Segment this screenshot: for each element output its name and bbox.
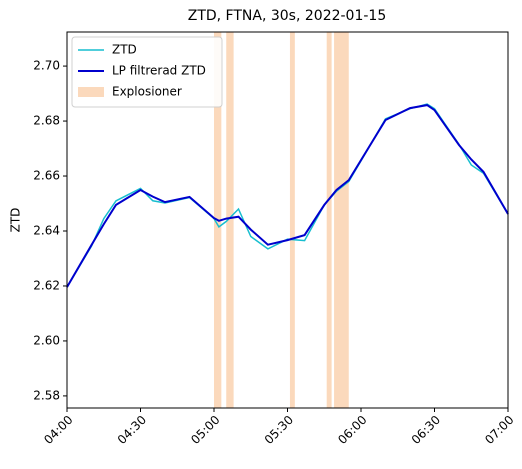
x-tick-label: 06:30 [409,413,443,447]
x-tick-label: 06:00 [335,413,369,447]
x-tick-label: 05:30 [262,413,296,447]
y-tick-label: 2.58 [33,388,60,402]
chart-title: ZTD, FTNA, 30s, 2022-01-15 [188,8,387,24]
legend-label: LP filtrerad ZTD [112,64,206,78]
series-line [66,104,509,288]
y-axis-label: ZTD [9,208,23,233]
x-tick-label: 05:00 [188,413,222,447]
x-tick-label: 04:30 [115,413,149,447]
y-tick-label: 2.66 [33,169,60,183]
x-tick-label: 07:00 [482,413,516,447]
legend-label: ZTD [112,43,137,57]
y-tick-label: 2.68 [33,114,60,128]
legend-label: Explosioner [112,85,182,99]
y-tick-label: 2.70 [33,59,60,73]
explosion-span [226,32,234,408]
legend-swatch [78,87,104,97]
explosion-span [289,32,295,408]
y-tick-label: 2.64 [33,223,60,237]
series-line [66,103,509,288]
explosion-span [334,32,349,408]
explosion-span [326,32,332,408]
x-tick-label: 04:00 [41,413,75,447]
y-tick-label: 2.60 [33,333,60,347]
legend-box [71,36,223,108]
y-tick-label: 2.62 [33,278,60,292]
